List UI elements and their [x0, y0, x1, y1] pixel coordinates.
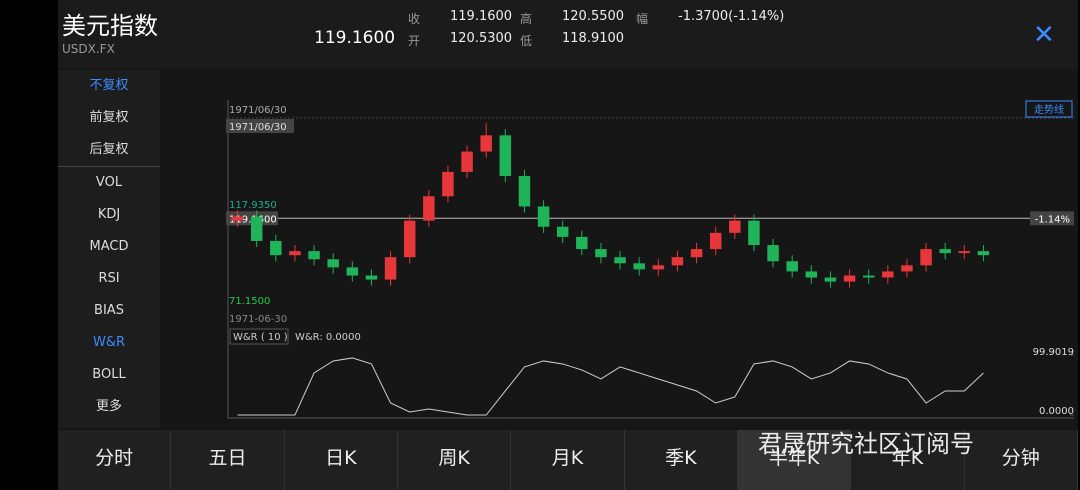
candle-body — [556, 226, 569, 237]
candle-body — [767, 245, 779, 262]
chart-label: 117.9350 — [229, 200, 277, 211]
candle-body — [633, 263, 645, 270]
tab[interactable]: 五日 — [171, 430, 285, 490]
stat-label: 开 — [408, 34, 421, 48]
candle-body — [346, 267, 359, 276]
price: 119.1600 — [314, 28, 396, 48]
indicator-line — [237, 357, 984, 416]
chart-label: 走势线 — [1034, 103, 1064, 116]
candle-body — [480, 135, 492, 152]
candle-body — [250, 216, 263, 241]
indicator-title: W&R ( 10 ) — [233, 332, 288, 343]
tab[interactable]: 年K — [851, 430, 965, 490]
sidebar-item[interactable]: 后复权 — [58, 134, 160, 167]
candle-body — [423, 196, 435, 221]
header: 美元指数 USDX.FX 119.1600 收 119.1600 开 120.5300… — [58, 0, 1078, 68]
tab[interactable]: 分时 — [58, 430, 172, 490]
candle-body — [862, 275, 875, 278]
stat-value: 120.5500 — [562, 9, 625, 24]
watermark: 君晟研究社区订阅号 — [758, 430, 974, 458]
sidebar: 不复权前复权后复权 VOL KDJ MACD RSI BIAS W&R BOLL 更多 — [58, 70, 160, 428]
title: 美元指数 — [62, 12, 158, 40]
candle-body — [882, 271, 894, 278]
candle-body — [748, 220, 760, 246]
sidebar-item[interactable]: BIAS — [94, 303, 124, 318]
stat-label: 幅 — [636, 12, 649, 26]
indicator-tick: 0.0000 — [1039, 406, 1074, 417]
indicator-value: W&R: 0.0000 — [295, 332, 361, 343]
candle-body — [365, 275, 378, 280]
chart: 1971/06/301971/06/30117.9350119.160071.1… — [226, 100, 1074, 419]
chart-label: -1.14% — [1035, 214, 1070, 225]
indicator-tag — [229, 328, 289, 345]
trend-button[interactable] — [1025, 100, 1073, 118]
candle-body — [308, 251, 320, 260]
tab[interactable]: 周K — [398, 430, 512, 490]
candle-body — [805, 271, 818, 278]
candle-body — [824, 277, 837, 282]
label-box — [226, 119, 294, 133]
indicator-tick: 99.9019 — [1033, 347, 1074, 358]
stat-label: 低 — [520, 34, 533, 48]
candle-body — [671, 257, 684, 266]
candle-body — [786, 261, 798, 272]
sidebar-item[interactable]: BOLL — [92, 367, 126, 382]
candle-body — [729, 220, 741, 233]
candle-body — [690, 249, 703, 258]
tab[interactable]: 半年K — [737, 430, 852, 490]
label-box — [1030, 211, 1074, 226]
sidebar-item[interactable]: W&R — [92, 335, 126, 350]
candle-body — [709, 232, 722, 250]
tabs: 分时 五日 日K 周K 月K 季K 半年K 年K 分钟 — [58, 430, 1078, 490]
candle-body — [403, 220, 416, 258]
candle-body — [958, 251, 971, 254]
sidebar-item[interactable]: KDJ — [97, 207, 121, 222]
candle-body — [442, 171, 454, 197]
candle-body — [537, 206, 550, 227]
candle-body — [499, 135, 512, 176]
candle-body — [843, 275, 856, 282]
tab[interactable]: 分钟 — [965, 430, 1078, 490]
candle-body — [289, 251, 301, 256]
candle-body — [576, 236, 588, 250]
candle-body — [461, 151, 473, 172]
stat-label: 收 — [408, 12, 421, 26]
candle-body — [231, 216, 244, 221]
candle-body — [939, 249, 951, 254]
candle-body — [652, 265, 665, 270]
tab[interactable]: 季K — [625, 430, 738, 490]
sidebar-item[interactable]: RSI — [98, 271, 120, 286]
candle-body — [977, 251, 990, 256]
close-button[interactable]: ✕ — [1033, 20, 1055, 50]
stat-value: 120.5300 — [450, 31, 513, 46]
sidebar-item[interactable]: MACD — [89, 239, 129, 254]
chart-label: 71.1500 — [229, 296, 270, 307]
chart-label: 1971/06/30 — [229, 105, 287, 116]
candle-body — [384, 257, 397, 280]
app: 美元指数 USDX.FX 119.1600 收 119.1600 开 120.5300… — [58, 0, 1078, 490]
candle-body — [270, 240, 282, 256]
chart-label: 1971/06/30 — [229, 122, 287, 133]
sidebar-item[interactable]: 不复权 — [89, 78, 129, 93]
candle-body — [901, 265, 913, 272]
stat-value: -1.3700(-1.14%) — [678, 9, 785, 24]
code: USDX.FX — [62, 42, 115, 56]
candle-body — [920, 249, 932, 266]
tab[interactable]: 日K — [285, 430, 398, 490]
stat-label: 高 — [520, 12, 533, 26]
stat-value: 118.9100 — [562, 31, 625, 46]
sidebar-item[interactable]: 前复权 — [89, 110, 129, 125]
candle-body — [595, 249, 607, 258]
stat-value: 119.1600 — [450, 9, 513, 24]
tab[interactable]: 月K — [511, 430, 625, 490]
chart-label: 1971-06-30 — [229, 314, 287, 325]
candle-body — [327, 259, 339, 268]
candle-body — [614, 257, 626, 264]
sidebar-item[interactable]: 更多 — [95, 399, 122, 414]
sidebar-item[interactable]: VOL — [95, 175, 123, 190]
candle-body — [518, 175, 531, 207]
